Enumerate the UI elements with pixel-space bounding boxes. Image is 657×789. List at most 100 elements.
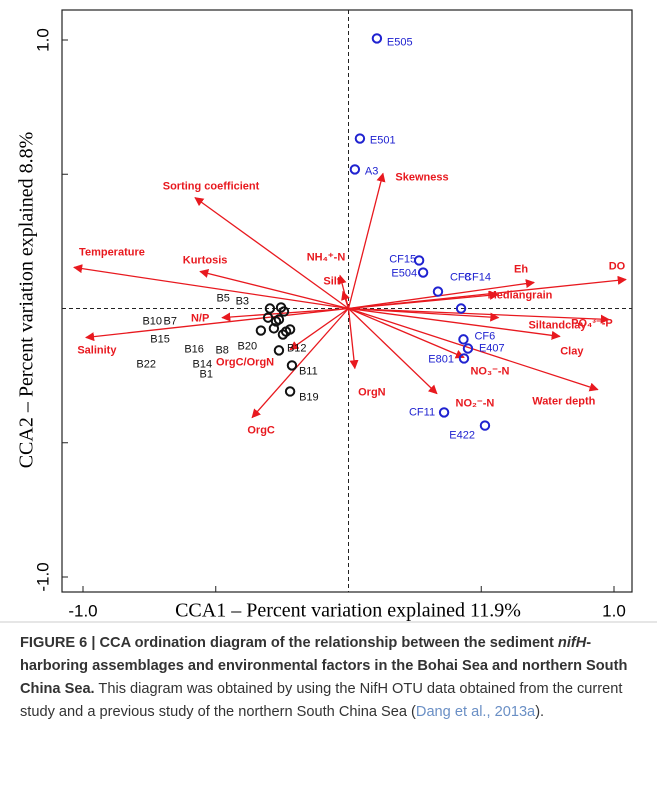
site-label: CF14	[464, 271, 491, 283]
site-label: A3	[365, 165, 378, 177]
factor-label: Water depth	[532, 395, 595, 407]
site-point	[438, 407, 450, 418]
site-label: B22	[136, 358, 156, 370]
site-label: B14	[193, 358, 213, 370]
site-label: E407	[479, 342, 505, 354]
site-point	[255, 325, 267, 336]
factor-arrow	[348, 290, 499, 310]
factor-label: Silt	[323, 275, 340, 287]
site-label: E422	[449, 429, 475, 441]
site-label: CF15	[389, 253, 416, 265]
y-tick-label: -1.0	[33, 562, 52, 591]
site-label: B20	[238, 340, 258, 352]
factor-label: OrgC	[247, 424, 275, 436]
factor-arrow	[73, 264, 349, 310]
site-label: B15	[150, 333, 170, 345]
site-label: B5	[216, 292, 229, 304]
factor-label: DO	[609, 260, 626, 272]
factor-label: Mediangrain	[488, 289, 553, 301]
chart: CCA1 – Percent variation explained 11.9%…	[0, 9, 657, 623]
site-point	[284, 386, 296, 397]
factor-arrow	[348, 307, 561, 340]
x-tick-label: 1.0	[602, 601, 626, 620]
factor-label: OrgC/OrgN	[216, 356, 274, 368]
site-point	[458, 334, 469, 345]
factor-label: PO₄³⁻-P	[571, 317, 613, 329]
site-label: B3	[236, 295, 249, 307]
site-label: B10	[142, 316, 162, 328]
factor-label: OrgN	[358, 386, 386, 398]
factor-arrow	[251, 308, 349, 419]
site-point	[273, 314, 285, 325]
site-label: CF8	[450, 271, 471, 283]
caption-bold: -harboring assemblages and environmental…	[20, 635, 628, 697]
caption-bold: FIGURE 6 | CCA ordination diagram of the…	[20, 635, 558, 651]
site-point	[432, 286, 444, 297]
site-point	[479, 420, 491, 431]
site-point	[286, 360, 298, 371]
factor-arrow	[347, 172, 386, 309]
caption-text: ).	[535, 704, 545, 720]
factor-label: Salinity	[77, 344, 117, 356]
site-point	[273, 345, 285, 356]
site-label: B8	[215, 344, 228, 356]
factor-arrow	[348, 307, 465, 359]
site-point	[413, 255, 425, 266]
factor-arrow	[348, 308, 438, 395]
site-point	[354, 133, 366, 144]
factor-arrow	[199, 269, 349, 310]
factor-arrow	[347, 308, 359, 370]
x-axis-label: CCA1 – Percent variation explained 11.9%	[175, 600, 521, 622]
site-label: B19	[299, 391, 319, 403]
site-point	[462, 343, 474, 354]
site-point	[278, 306, 290, 317]
factor-label: Sorting coefficient	[163, 181, 260, 193]
factor-arrow	[85, 307, 349, 342]
site-point	[371, 33, 383, 44]
y-tick-label: 1.0	[33, 28, 52, 52]
site-label: B1	[200, 368, 213, 380]
factor-label: Temperature	[79, 246, 145, 258]
site-label: B12	[287, 342, 307, 354]
site-label: B16	[184, 343, 204, 355]
factor-arrow	[194, 197, 349, 310]
factor-label: NO₂⁻-N	[456, 398, 495, 410]
factor-arrow	[348, 307, 610, 324]
site-label: B11	[299, 365, 318, 377]
site-point	[262, 312, 274, 323]
factor-arrow	[341, 290, 350, 309]
factor-label: N/P	[191, 313, 209, 325]
site-point	[264, 303, 276, 314]
site-label: CF6	[474, 330, 495, 342]
site-label: B7	[164, 315, 177, 327]
factor-label: Skewness	[395, 171, 448, 183]
factor-arrow	[348, 307, 500, 322]
site-label: E501	[370, 134, 396, 146]
factor-arrow	[348, 307, 599, 392]
site-point	[280, 326, 292, 337]
site-point	[458, 353, 470, 364]
site-label: E801	[428, 353, 454, 365]
site-point	[268, 323, 280, 334]
plot-frame	[61, 9, 633, 593]
factor-label: NO₃⁻-N	[470, 365, 509, 377]
factor-label: Siltandclay	[528, 320, 587, 332]
factor-label: NH₄⁺-N	[307, 251, 346, 263]
y-axis-label: CCA2 – Percent variation explained 8.8%	[16, 132, 38, 469]
factor-label: Eh	[514, 263, 528, 275]
site-point	[349, 164, 361, 175]
caption: FIGURE 6 | CCA ordination diagram of the…	[20, 632, 640, 724]
site-point	[455, 303, 467, 314]
citation-link[interactable]: Dang et al., 2013a	[415, 704, 536, 720]
site-label: E504	[391, 267, 417, 279]
x-tick-label: -1.0	[68, 601, 97, 620]
caption-italic: nifH	[557, 635, 587, 651]
site-point	[417, 267, 429, 278]
site-label: E505	[387, 36, 413, 48]
factor-label: Kurtosis	[183, 254, 228, 266]
site-label: CF11	[409, 406, 435, 418]
caption-text: This diagram was obtained by using the N…	[20, 681, 623, 720]
factor-arrow	[221, 307, 349, 322]
factor-arrow	[289, 307, 349, 351]
